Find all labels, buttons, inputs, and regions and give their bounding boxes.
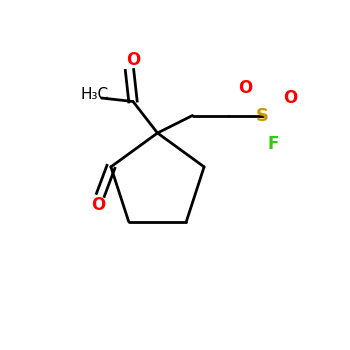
Text: O: O: [126, 50, 140, 69]
Text: H₃C: H₃C: [80, 87, 108, 102]
Text: S: S: [256, 106, 269, 125]
Text: O: O: [91, 196, 106, 214]
Text: O: O: [284, 89, 298, 107]
Text: O: O: [238, 78, 252, 97]
Text: F: F: [267, 134, 279, 153]
